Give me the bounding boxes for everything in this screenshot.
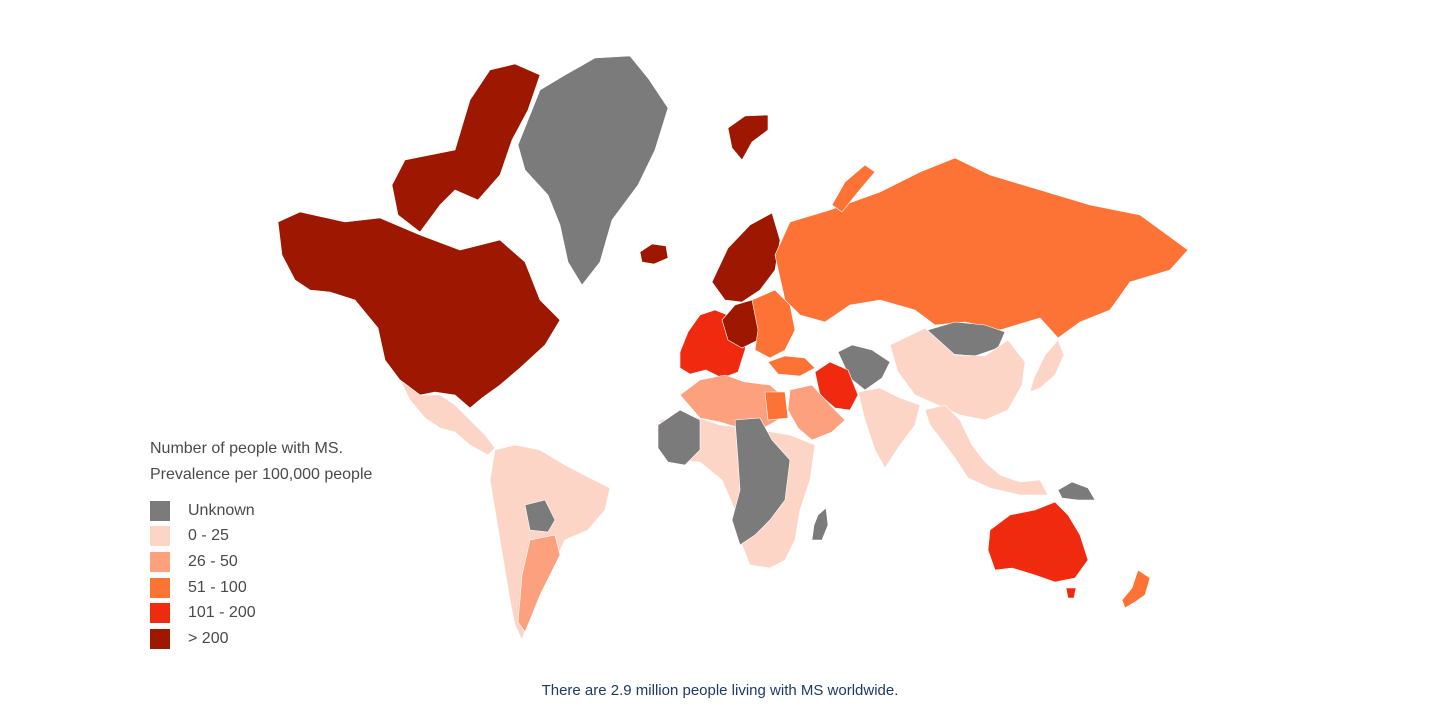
legend-swatch-101-200	[150, 603, 170, 624]
region-australia[interactable]	[987, 501, 1089, 583]
region-turkey[interactable]	[767, 355, 816, 377]
map-legend: Number of people with MS. Prevalence per…	[150, 436, 372, 652]
legend-label-51-100: 51 - 100	[188, 578, 247, 596]
region-greenland[interactable]	[517, 55, 669, 286]
map-caption: There are 2.9 million people living with…	[541, 682, 899, 699]
region-mexico-central-america[interactable]	[399, 379, 496, 456]
region-papua-new-guinea[interactable]	[1057, 481, 1096, 501]
region-scandinavia[interactable]	[711, 212, 781, 303]
legend-label-over-200: > 200	[188, 629, 229, 647]
region-india[interactable]	[857, 387, 921, 469]
legend-swatch-over-200	[150, 628, 170, 649]
region-central-africa-unknown[interactable]	[657, 409, 791, 546]
legend-item-unknown: Unknown	[150, 498, 372, 524]
legend-swatch-unknown	[150, 500, 170, 521]
legend-title-line2: Prevalence per 100,000 people	[150, 466, 373, 483]
region-tasmania[interactable]	[1065, 587, 1077, 599]
region-north-america[interactable]	[277, 211, 561, 409]
legend-title-line1: Number of people with MS.	[150, 440, 343, 457]
legend-label-26-50: 26 - 50	[188, 552, 238, 570]
region-russia[interactable]	[774, 157, 1189, 339]
region-china[interactable]	[889, 327, 1026, 421]
region-novaya-zemlya[interactable]	[831, 164, 876, 213]
region-svalbard[interactable]	[727, 114, 769, 161]
legend-label-101-200: 101 - 200	[188, 604, 256, 622]
legend-item-26-50: 26 - 50	[150, 549, 372, 575]
region-canadian-arctic-islands[interactable]	[391, 63, 541, 233]
region-argentina[interactable]	[517, 534, 561, 633]
region-middle-east[interactable]	[787, 384, 846, 441]
legend-list: Unknown 0 - 25 26 - 50 51 - 100 101 - 20…	[150, 498, 372, 652]
legend-item-0-25: 0 - 25	[150, 524, 372, 550]
legend-label-0-25: 0 - 25	[188, 527, 229, 545]
legend-item-over-200: > 200	[150, 626, 372, 652]
region-japan[interactable]	[1029, 339, 1065, 393]
legend-swatch-0-25	[150, 526, 170, 547]
region-new-zealand[interactable]	[1121, 569, 1151, 609]
region-southeast-asia[interactable]	[924, 404, 1049, 496]
legend-item-101-200: 101 - 200	[150, 600, 372, 626]
legend-swatch-51-100	[150, 577, 170, 598]
region-iceland[interactable]	[639, 243, 669, 265]
region-madagascar[interactable]	[811, 507, 829, 541]
region-eastern-europe[interactable]	[751, 289, 796, 359]
region-egypt[interactable]	[764, 391, 789, 421]
region-bolivia-paraguay[interactable]	[524, 499, 556, 533]
legend-swatch-26-50	[150, 551, 170, 572]
legend-label-unknown: Unknown	[188, 501, 255, 519]
legend-item-51-100: 51 - 100	[150, 575, 372, 601]
